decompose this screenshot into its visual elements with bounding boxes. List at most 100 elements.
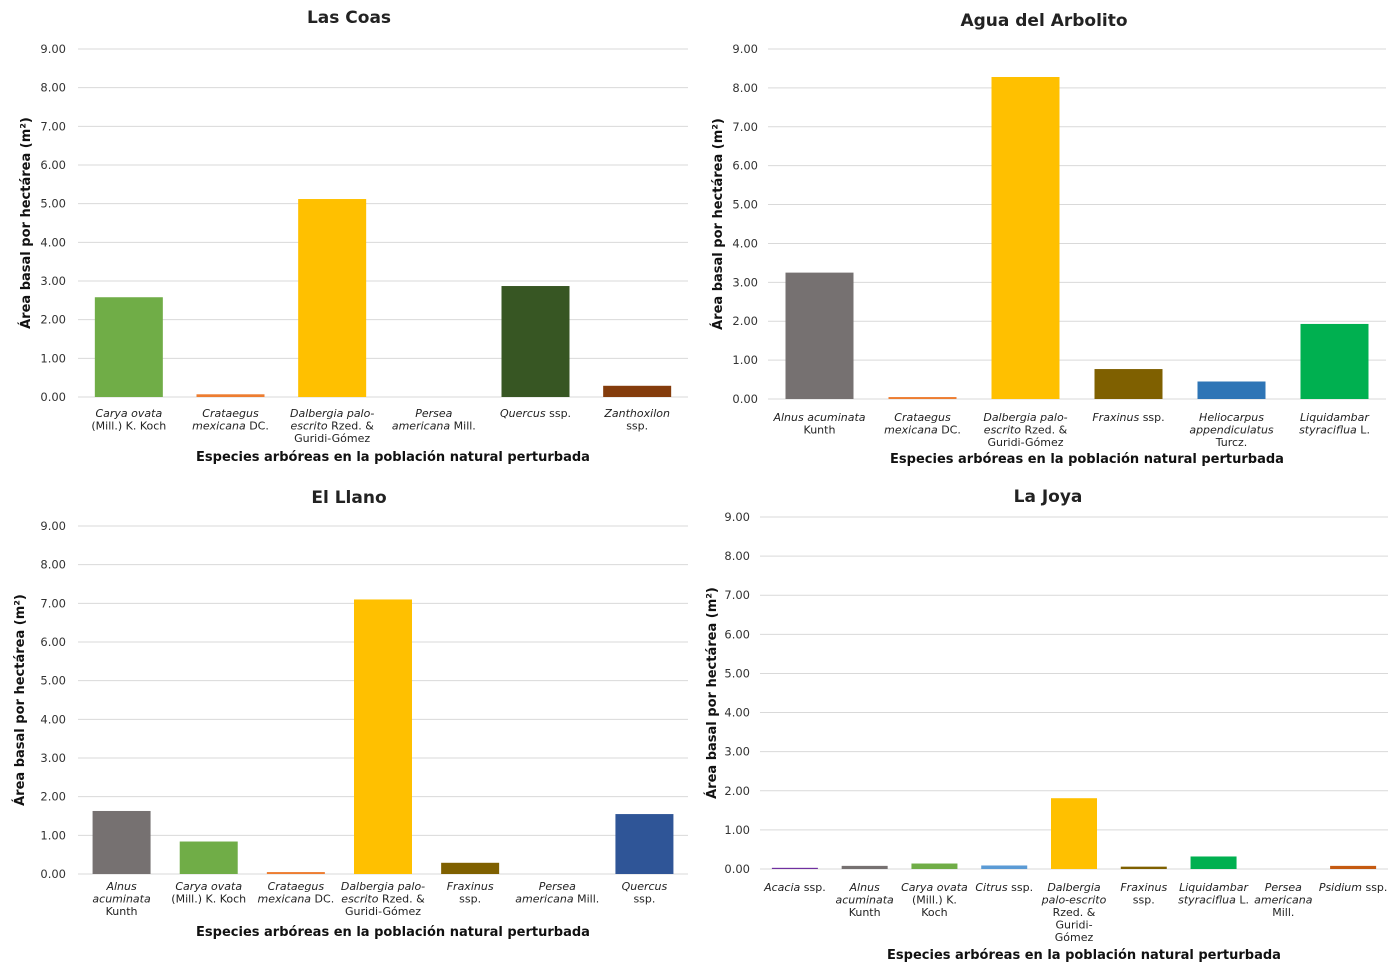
chart-title: La Joya [1014, 487, 1083, 507]
x-tick-label: Alnus acuminata Kunth [772, 411, 865, 437]
y-tick-label: 0.00 [40, 867, 66, 881]
x-tick-label: Alnus acuminata Kunth [836, 881, 895, 919]
y-axis-label: Área basal por hectárea (m²) [710, 118, 726, 330]
bar-la-joya-3 [981, 865, 1028, 869]
y-tick-label: 7.00 [40, 596, 66, 610]
y-axis-label: Área basal por hectárea (m²) [12, 594, 28, 806]
x-tick-label: Liquidambar styraciflua L. [1299, 411, 1370, 437]
bar-la-joya-4 [1051, 798, 1097, 869]
y-tick-label: 3.00 [40, 751, 66, 765]
y-axis-label: Área basal por hectárea (m²) [18, 117, 34, 329]
bar-las-coas-2 [298, 199, 367, 397]
bar-el-llano-1 [179, 841, 238, 874]
y-axis-label: Área basal por hectárea (m²) [704, 587, 720, 799]
chart-panel-agua-del-arbolito: Agua del Arbolito 0.00 1.00 2.00 3.00 4.00 5.0… [698, 0, 1396, 480]
y-tick-label: 1.00 [724, 823, 750, 837]
y-tick-label: 6.00 [40, 158, 66, 172]
x-tick-label: Fraxinus ssp. [447, 880, 494, 906]
y-tick-label: 3.00 [732, 275, 758, 289]
x-tick-label: Persea americana Mill. [1254, 881, 1313, 919]
y-tick-label: 9.00 [732, 42, 758, 56]
bar-agua-del-arbolito-2 [991, 77, 1060, 399]
bar-las-coas-1 [196, 394, 265, 397]
x-tick-label: Carya ovata (Mill.) K. Koch [901, 881, 968, 919]
chart-las-coas: Las Coas 0.00 1.00 2.00 3.00 4.00 5.00 6.00 7.00… [18, 8, 688, 465]
chart-panel-el-llano: El Llano 0.00 1.00 2.00 3.00 4.00 5.00 6.00 7.00… [0, 480, 698, 965]
x-tick-label: Crataegus mexicana DC. [884, 411, 961, 437]
x-tick-label: Dalbergia palo-escrito Rzed. & Guridi-Gómez [1041, 881, 1107, 944]
bar-el-llano-2 [266, 872, 325, 874]
y-tick-label: 3.00 [724, 745, 750, 759]
y-tick-label: 6.00 [40, 635, 66, 649]
bar-el-llano-0 [92, 810, 151, 874]
x-tick-label: Heliocarpus appendiculatus Turcz. [1189, 411, 1274, 449]
x-tick-label: Quercus ssp. [500, 407, 571, 420]
x-tick-label: Alnus acuminata Kunth [92, 880, 151, 918]
y-tick-label: 5.00 [732, 198, 758, 212]
y-tick-label: 8.00 [732, 81, 758, 95]
y-tick-label: 5.00 [40, 674, 66, 688]
bar-agua-del-arbolito-4 [1197, 381, 1266, 399]
x-axis-label: Especies arbóreas en la población natura… [196, 450, 590, 465]
bar-la-joya-6 [1190, 856, 1237, 869]
y-tick-label: 6.00 [732, 159, 758, 173]
y-tick-label: 0.00 [40, 390, 66, 404]
x-tick-label: Dalbergia palo-escrito Rzed. & Guridi-Góm… [341, 880, 425, 918]
x-tick-label: Psidium ssp. [1319, 881, 1388, 894]
bar-el-llano-6 [615, 814, 674, 874]
x-tick-label: Fraxinus ssp. [1120, 881, 1167, 907]
y-tick-label: 3.00 [40, 274, 66, 288]
y-tick-label: 2.00 [40, 313, 66, 327]
y-tick-label: 1.00 [732, 353, 758, 367]
bar-agua-del-arbolito-3 [1094, 369, 1163, 399]
chart-title: El Llano [311, 488, 386, 508]
y-tick-label: 6.00 [724, 627, 750, 641]
bar-la-joya-0 [771, 867, 818, 869]
y-tick-label: 8.00 [40, 558, 66, 572]
bar-la-joya-5 [1120, 866, 1167, 869]
x-tick-label: Carya ovata (Mill.) K. Koch [171, 880, 246, 906]
y-tick-label: 7.00 [40, 119, 66, 133]
x-tick-label: Citrus ssp. [975, 881, 1033, 894]
x-axis-label: Especies arbóreas en la población natura… [890, 452, 1284, 467]
bar-la-joya-2 [911, 863, 958, 869]
x-axis-label: Especies arbóreas en la población natura… [196, 925, 590, 940]
x-tick-label: Fraxinus ssp. [1092, 411, 1164, 424]
y-tick-label: 8.00 [724, 549, 750, 563]
x-tick-label: Dalbergia palo-escrito Rzed. & Guridi-Góm… [290, 407, 374, 445]
bar-la-joya-8 [1330, 865, 1377, 869]
x-tick-label: Crataegus mexicana DC. [192, 407, 269, 433]
x-tick-label: Quercus ssp. [622, 880, 668, 906]
x-tick-label: Carya ovata (Mill.) K. Koch [91, 407, 166, 433]
y-tick-label: 2.00 [40, 790, 66, 804]
x-tick-label: Persea americana Mill. [515, 880, 599, 906]
y-tick-label: 7.00 [724, 588, 750, 602]
y-tick-label: 2.00 [724, 784, 750, 798]
x-tick-label: Liquidambar styraciflua L. [1178, 881, 1249, 907]
chart-agua-del-arbolito: Agua del Arbolito 0.00 1.00 2.00 3.00 4.00 5.0… [710, 11, 1386, 467]
bar-las-coas-0 [94, 297, 163, 397]
y-tick-label: 4.00 [40, 712, 66, 726]
bar-el-llano-4 [441, 862, 500, 874]
y-tick-label: 1.00 [40, 351, 66, 365]
y-tick-label: 5.00 [40, 197, 66, 211]
x-axis-label: Especies arbóreas en la población natura… [887, 948, 1281, 963]
bar-la-joya-1 [841, 865, 888, 869]
y-tick-label: 8.00 [40, 81, 66, 95]
y-tick-label: 5.00 [724, 666, 750, 680]
bar-las-coas-4 [501, 286, 570, 397]
y-tick-label: 0.00 [724, 862, 750, 876]
chart-title: Las Coas [307, 8, 391, 28]
y-tick-label: 4.00 [732, 236, 758, 250]
bar-agua-del-arbolito-0 [785, 272, 854, 399]
bar-agua-del-arbolito-5 [1300, 323, 1369, 399]
bar-las-coas-5 [603, 385, 672, 397]
y-tick-label: 0.00 [732, 392, 758, 406]
chart-la-joya: La Joya 0.00 1.00 2.00 3.00 4.00 5.00 6.00 7.00 8… [704, 487, 1388, 963]
y-tick-label: 1.00 [40, 828, 66, 842]
x-tick-label: Dalbergia palo-escrito Rzed. & Guridi-Góm… [983, 411, 1067, 449]
chart-panel-las-coas: Las Coas 0.00 1.00 2.00 3.00 4.00 5.00 6.00 7.00… [0, 0, 698, 480]
y-tick-label: 9.00 [40, 42, 66, 56]
chart-panel-la-joya: La Joya 0.00 1.00 2.00 3.00 4.00 5.00 6.00 7.00 8… [698, 480, 1396, 965]
x-tick-label: Persea americana Mill. [392, 407, 476, 433]
